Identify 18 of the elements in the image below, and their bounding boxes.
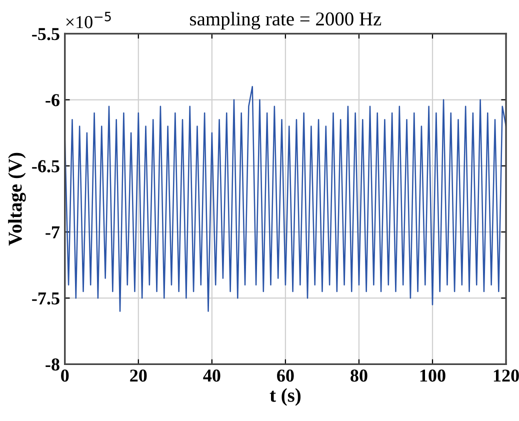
chart-title: sampling rate = 2000 Hz (190, 12, 382, 30)
x-tick-label: 0 (61, 370, 69, 382)
text: ×10$^{−5}$ (66, 12, 111, 28)
x-axis-title: t (s) (270, 388, 301, 406)
line-series (64, 86, 506, 312)
y-tick-label: -8 (46, 358, 60, 371)
y-tick-label: -7 (46, 226, 60, 238)
x-tick-label: 20 (130, 370, 147, 382)
y-axis-title: Voltage (V) (8, 152, 26, 246)
x-tick-label: 60 (277, 370, 294, 382)
x-tick-label: 100 (420, 370, 446, 382)
y-tick-label: -6 (46, 94, 60, 106)
x-tick-label: 40 (203, 370, 220, 382)
y-tick-label: -6.5 (32, 160, 60, 172)
x-tick-label: 80 (350, 370, 368, 382)
y-tick-label: -5.5 (32, 28, 60, 40)
y-tick-label: -7.5 (32, 292, 60, 305)
x-tick-label: 120 (494, 370, 519, 382)
